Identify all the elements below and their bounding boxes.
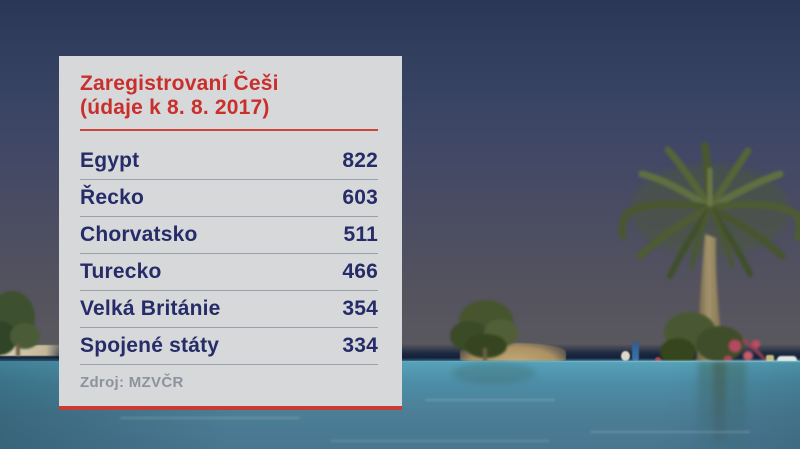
table-row: Egypt 822 — [80, 143, 378, 180]
left-shore-trees — [0, 291, 40, 356]
left-beach-sand — [0, 345, 66, 356]
table-row: Spojené státy 334 — [80, 328, 378, 365]
water-ripple — [330, 440, 550, 442]
bush-reflection — [452, 362, 536, 384]
country-label: Turecko — [80, 260, 162, 283]
table-row: Chorvatsko 511 — [80, 217, 378, 254]
country-label: Egypt — [80, 149, 140, 172]
info-panel: Zaregistrovaní Češi (údaje k 8. 8. 2017)… — [59, 56, 402, 410]
count-value: 354 — [342, 297, 378, 320]
source-credit: Zdroj: MZVČR — [80, 374, 184, 391]
country-label: Řecko — [80, 186, 145, 209]
palm-reflection — [698, 362, 746, 449]
panel-title-line1: Zaregistrovaní Češi — [80, 72, 279, 95]
white-figure — [621, 351, 630, 361]
panel-title-line2: (údaje k 8. 8. 2017) — [80, 96, 270, 119]
count-value: 466 — [342, 260, 378, 283]
country-label: Velká Británie — [80, 297, 221, 320]
water-ripple — [120, 417, 300, 419]
table-row: Řecko 603 — [80, 180, 378, 217]
green-bush — [450, 300, 518, 362]
count-value: 603 — [342, 186, 378, 209]
count-value: 822 — [342, 149, 378, 172]
country-label: Chorvatsko — [80, 223, 198, 246]
blue-figure — [632, 342, 639, 361]
trunk-reflection — [713, 362, 726, 442]
palm-tree — [618, 142, 800, 366]
table-row: Turecko 466 — [80, 254, 378, 291]
pool-far-edge-highlight — [380, 360, 800, 362]
small-boat — [766, 355, 774, 362]
count-value: 334 — [342, 334, 378, 357]
table-row: Velká Británie 354 — [80, 291, 378, 328]
red-buoy — [655, 357, 661, 362]
country-label: Spojené státy — [80, 334, 220, 357]
count-value: 511 — [343, 223, 378, 246]
water-ripple — [590, 431, 750, 433]
water-ripple — [425, 399, 555, 401]
title-underline — [80, 129, 378, 131]
country-table: Egypt 822 Řecko 603 Chorvatsko 511 Turec… — [80, 143, 378, 365]
